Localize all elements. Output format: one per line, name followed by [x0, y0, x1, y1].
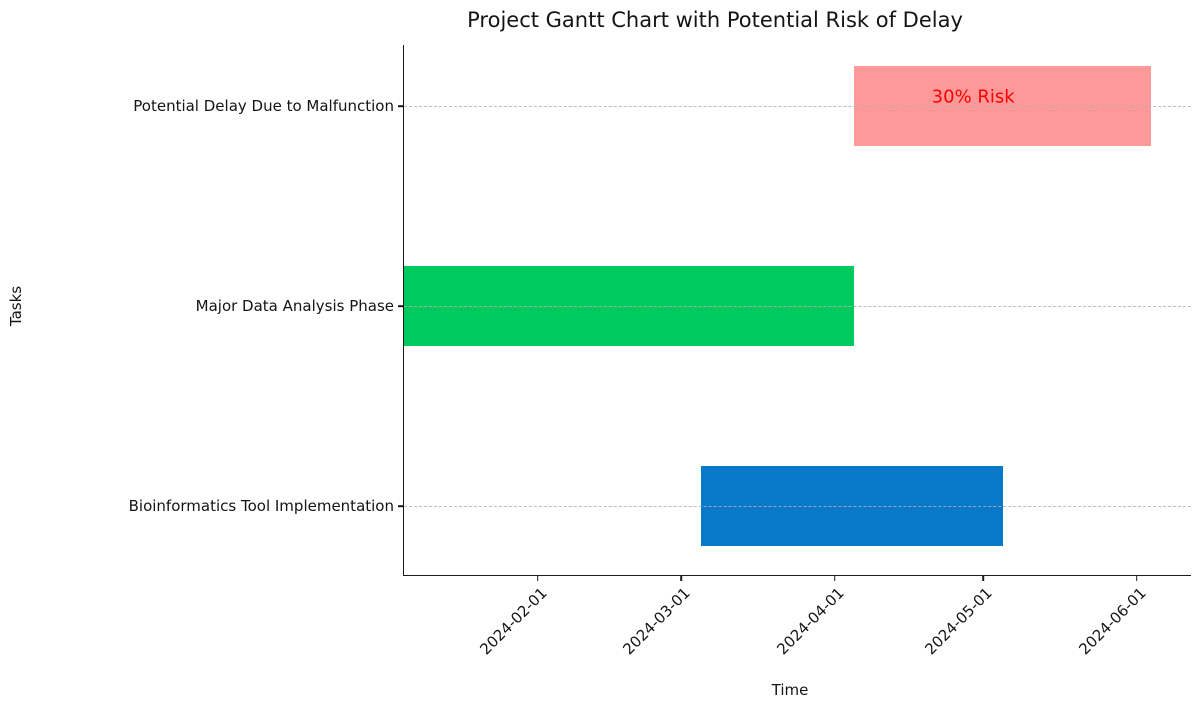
plot-area: 2024-02-01 2024-03-01 2024-04-01 2024-05-01…: [129, 45, 1191, 658]
x-tick-label: 2024-03-01: [619, 584, 694, 659]
task-label: Potential Delay Due to Malfunction: [133, 97, 394, 115]
risk-annotation: 30% Risk: [931, 86, 1015, 108]
x-tick-mark: [680, 575, 682, 581]
y-axis-title: Tasks: [7, 285, 25, 327]
x-tick-mark: [982, 575, 984, 581]
y-tick-mark: [398, 505, 404, 507]
gridline: [404, 506, 1191, 508]
x-tick-label: 2024-06-01: [1074, 584, 1150, 659]
y-tick-mark: [398, 105, 404, 107]
x-tick-mark: [536, 575, 539, 581]
x-tick-mark: [1135, 575, 1138, 581]
gridline: [404, 306, 1191, 308]
chart-title: Project Gantt Chart with Potential Risk …: [467, 8, 963, 32]
x-tick-label: 2024-04-01: [772, 584, 848, 659]
gridline: [404, 106, 1191, 107]
x-tick-mark: [833, 575, 836, 581]
x-tick-label: 2024-02-01: [475, 584, 551, 659]
y-tick-mark: [398, 305, 404, 307]
task-label: Bioinformatics Tool Implementation: [128, 497, 394, 516]
gantt-bar: [854, 66, 1152, 146]
x-tick-label: 2024-05-01: [921, 584, 996, 659]
x-axis-title: Time: [771, 681, 809, 699]
task-label: Major Data Analysis Phase: [195, 297, 394, 316]
